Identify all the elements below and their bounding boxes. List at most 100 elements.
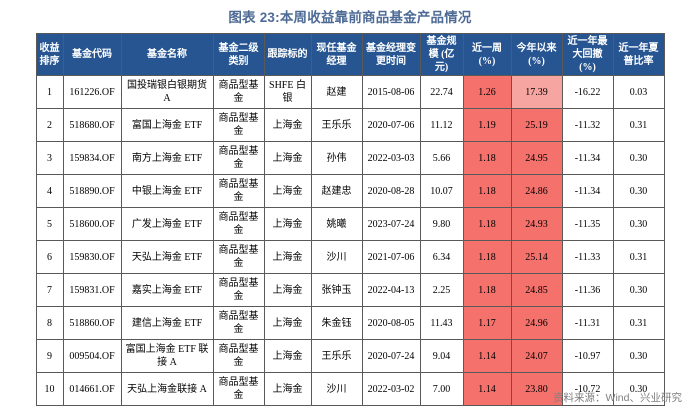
cell-ytd: 24.07 [510, 339, 563, 373]
cell-code: 159831.OF [62, 273, 122, 307]
cell-manager: 赵建 [310, 75, 363, 109]
cell-code: 518890.OF [62, 174, 122, 208]
cell-size: 7.00 [419, 372, 464, 406]
cell-week: 1.17 [462, 306, 512, 340]
cell-tracking: 上海金 [263, 174, 312, 208]
cell-rank: 1 [35, 75, 64, 109]
cell-manager: 王乐乐 [310, 339, 363, 373]
cell-category: 商品型基金 [212, 141, 265, 175]
cell-tracking: 上海金 [263, 339, 312, 373]
table-row: 2 518680.OF 富国上海金 ETF 商品型基金 上海金 王乐乐 2020-07-06… [35, 108, 665, 142]
cell-drawdown: -11.36 [561, 273, 614, 307]
cell-drawdown: -11.35 [561, 207, 614, 241]
column-header-category: 基金二级类别 [212, 33, 265, 76]
cell-tracking: 上海金 [263, 372, 312, 406]
column-header-tracking: 跟踪标的 [263, 33, 312, 76]
cell-rank: 8 [35, 306, 64, 340]
column-header-ytd: 今年以来 (%) [510, 33, 563, 76]
cell-size: 2.25 [419, 273, 464, 307]
table-row: 8 518860.OF 建信上海金 ETF 商品型基金 上海金 朱金钰 2020-08-05… [35, 306, 665, 340]
cell-tracking: 上海金 [263, 306, 312, 340]
table-row: 7 159831.OF 嘉实上海金 ETF 商品型基金 上海金 张钟玉 2022-04-13… [35, 273, 665, 307]
table-body: 1 161226.OF 国投瑞银白银期货 A 商品型基金 SHFE 白银 赵建 2015-0… [35, 75, 665, 406]
cell-size: 9.80 [419, 207, 464, 241]
cell-name: 广发上海金 ETF [120, 207, 214, 241]
cell-manager: 沙川 [310, 372, 363, 406]
cell-week: 1.18 [462, 207, 512, 241]
cell-week: 1.18 [462, 273, 512, 307]
table-row: 6 159830.OF 天弘上海金 ETF 商品型基金 上海金 沙川 2021-07-06 6… [35, 240, 665, 274]
cell-change_date: 2015-08-06 [361, 75, 421, 109]
cell-sharpe: 0.31 [612, 108, 665, 142]
cell-tracking: 上海金 [263, 207, 312, 241]
column-header-sharpe: 近一年夏普比率 [612, 33, 665, 76]
cell-code: 518860.OF [62, 306, 122, 340]
cell-name: 天弘上海金 ETF [120, 240, 214, 274]
header-row: 收益排序 基金代码 基金名称 基金二级类别 跟踪标的 现任基金经理 基金经理变更时间 基金规模… [35, 33, 665, 76]
cell-drawdown: -10.72 [561, 372, 614, 406]
cell-sharpe: 0.03 [612, 75, 665, 109]
cell-code: 518600.OF [62, 207, 122, 241]
cell-category: 商品型基金 [212, 339, 265, 373]
cell-week: 1.14 [462, 339, 512, 373]
cell-drawdown: -11.33 [561, 240, 614, 274]
cell-rank: 5 [35, 207, 64, 241]
cell-sharpe: 0.30 [612, 339, 665, 373]
source-note: 资料来源：Wind、兴业研究 [553, 392, 682, 404]
cell-drawdown: -10.97 [561, 339, 614, 373]
cell-week: 1.18 [462, 141, 512, 175]
cell-ytd: 24.93 [510, 207, 563, 241]
cell-size: 6.34 [419, 240, 464, 274]
table-row: 3 159834.OF 南方上海金 ETF 商品型基金 上海金 孙伟 2022-03-03 5… [35, 141, 665, 175]
cell-name: 富国上海金 ETF [120, 108, 214, 142]
cell-manager: 姚曦 [310, 207, 363, 241]
cell-sharpe: 0.30 [612, 372, 665, 406]
cell-code: 014661.OF [62, 372, 122, 406]
cell-ytd: 24.96 [510, 306, 563, 340]
cell-size: 22.74 [419, 75, 464, 109]
cell-tracking: 上海金 [263, 141, 312, 175]
cell-change_date: 2022-04-13 [361, 273, 421, 307]
cell-category: 商品型基金 [212, 75, 265, 109]
cell-category: 商品型基金 [212, 240, 265, 274]
cell-change_date: 2020-07-06 [361, 108, 421, 142]
table-row: 1 161226.OF 国投瑞银白银期货 A 商品型基金 SHFE 白银 赵建 2015-0… [35, 75, 665, 109]
cell-change_date: 2022-03-02 [361, 372, 421, 406]
cell-size: 9.04 [419, 339, 464, 373]
cell-category: 商品型基金 [212, 273, 265, 307]
column-header-drawdown: 近一年最大回撤 (%) [561, 33, 614, 76]
column-header-manager: 现任基金经理 [310, 33, 363, 76]
cell-name: 南方上海金 ETF [120, 141, 214, 175]
cell-category: 商品型基金 [212, 174, 265, 208]
table-row: 4 518890.OF 中银上海金 ETF 商品型基金 上海金 赵建忠 2020-08-28… [35, 174, 665, 208]
cell-rank: 9 [35, 339, 64, 373]
cell-drawdown: -11.34 [561, 141, 614, 175]
cell-manager: 朱金钰 [310, 306, 363, 340]
cell-sharpe: 0.30 [612, 207, 665, 241]
cell-category: 商品型基金 [212, 207, 265, 241]
cell-drawdown: -11.32 [561, 108, 614, 142]
cell-rank: 10 [35, 372, 64, 406]
cell-manager: 张钟玉 [310, 273, 363, 307]
cell-category: 商品型基金 [212, 108, 265, 142]
fund-table: 收益排序 基金代码 基金名称 基金二级类别 跟踪标的 现任基金经理 基金经理变更时间 基金规模… [35, 33, 665, 406]
table-row: 9 009504.OF 富国上海金 ETF 联接 A 商品型基金 上海金 王乐乐 2020-… [35, 339, 665, 373]
cell-change_date: 2022-03-03 [361, 141, 421, 175]
cell-ytd: 17.39 [510, 75, 563, 109]
cell-code: 518680.OF [62, 108, 122, 142]
cell-week: 1.18 [462, 240, 512, 274]
cell-week: 1.26 [462, 75, 512, 109]
cell-size: 11.12 [419, 108, 464, 142]
cell-change_date: 2020-07-24 [361, 339, 421, 373]
cell-code: 159834.OF [62, 141, 122, 175]
figure-title: 图表 23:本周收益靠前商品基金产品情况 [228, 10, 472, 25]
cell-size: 11.43 [419, 306, 464, 340]
cell-week: 1.14 [462, 372, 512, 406]
cell-change_date: 2020-08-28 [361, 174, 421, 208]
cell-rank: 3 [35, 141, 64, 175]
table-header: 收益排序 基金代码 基金名称 基金二级类别 跟踪标的 现任基金经理 基金经理变更时间 基金规模… [35, 33, 665, 76]
cell-name: 建信上海金 ETF [120, 306, 214, 340]
column-header-change_date: 基金经理变更时间 [361, 33, 421, 76]
column-header-week: 近一周 (%) [462, 33, 512, 76]
cell-ytd: 24.85 [510, 273, 563, 307]
